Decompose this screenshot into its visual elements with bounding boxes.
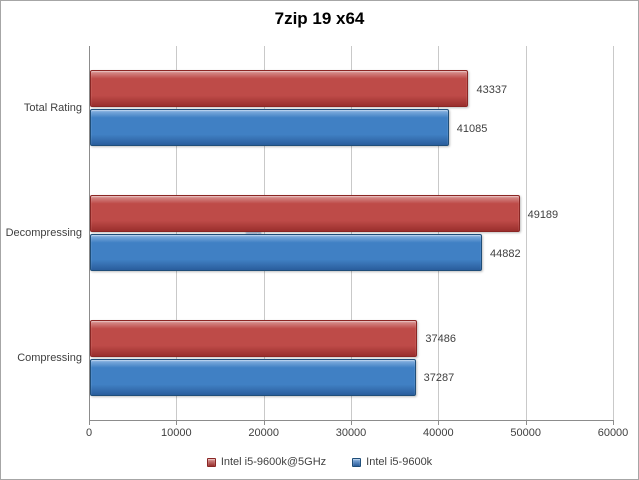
bar-s0-c1 xyxy=(90,195,520,232)
x-axis-tick xyxy=(525,421,527,425)
x-axis-line xyxy=(89,420,614,421)
gridline xyxy=(613,46,614,420)
category-label: Decompressing xyxy=(5,227,82,239)
gridline xyxy=(176,46,178,420)
chart-title: 7zip 19 x64 xyxy=(274,9,365,28)
bar-value-label: 37287 xyxy=(423,372,455,385)
legend-swatch-icon xyxy=(352,457,362,467)
legend-item-0: Intel i5-9600k@5GHz xyxy=(206,456,327,468)
bar-value-label: 37486 xyxy=(425,333,456,346)
gridline xyxy=(438,46,440,420)
x-axis-tick xyxy=(613,421,614,425)
x-tick-label: 40000 xyxy=(423,427,454,439)
x-axis-tick xyxy=(89,421,90,425)
bar-s1-c2 xyxy=(90,358,416,396)
gridline xyxy=(263,46,265,420)
category-label: Compressing xyxy=(17,351,82,364)
legend: Intel i5-9600k@5GHz Intel i5-9600k xyxy=(1,453,638,471)
x-axis-tick xyxy=(438,421,440,425)
legend-swatch-icon xyxy=(206,457,216,467)
x-tick-label: 0 xyxy=(85,427,93,439)
legend-item-1: Intel i5-9600k xyxy=(352,456,432,468)
bar-value-label: 44882 xyxy=(489,247,521,260)
bar-value-label: 43337 xyxy=(476,83,508,96)
legend-label: Intel i5-9600k@5GHz xyxy=(220,456,327,468)
x-tick-label: 30000 xyxy=(335,427,367,439)
gridline xyxy=(525,46,527,420)
x-tick-label: 60000 xyxy=(597,427,629,439)
x-axis-tick xyxy=(263,421,265,425)
bar-value-label: 41085 xyxy=(456,122,488,135)
bar-s1-c0 xyxy=(90,109,449,147)
x-axis-tick xyxy=(176,421,178,425)
x-tick-label: 10000 xyxy=(161,427,192,439)
bar-s1-c1 xyxy=(90,234,482,271)
category-label: Total Rating xyxy=(23,102,82,115)
x-axis-tick xyxy=(351,421,352,425)
y-axis-line xyxy=(89,46,90,421)
legend-label: Intel i5-9600k xyxy=(366,456,433,468)
bar-s0-c2 xyxy=(90,319,418,357)
bar-s0-c0 xyxy=(90,70,469,108)
x-tick-label: 50000 xyxy=(510,427,541,439)
bar-value-label: 49189 xyxy=(527,208,559,221)
gridline xyxy=(351,46,352,420)
x-tick-label: 20000 xyxy=(248,427,279,439)
